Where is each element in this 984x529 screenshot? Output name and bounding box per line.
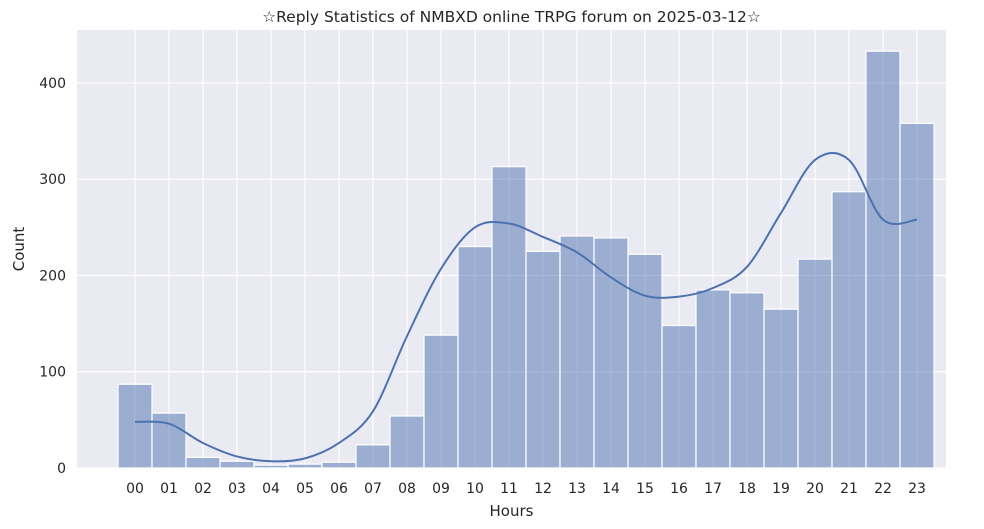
bar-hour-21 bbox=[831, 191, 867, 469]
bar-hour-13 bbox=[559, 235, 595, 469]
x-tick-label: 05 bbox=[296, 481, 314, 497]
x-tick-label: 03 bbox=[228, 481, 246, 497]
bar-hour-16 bbox=[661, 324, 697, 469]
bar-hour-03 bbox=[219, 460, 255, 469]
x-tick-label: 18 bbox=[738, 481, 756, 497]
bar-hour-17 bbox=[695, 289, 731, 469]
y-tick-labels: 0 100 200 300 400 bbox=[39, 76, 66, 477]
bar-hour-08 bbox=[389, 415, 425, 469]
x-tick-label: 07 bbox=[364, 481, 382, 497]
bar-hour-06 bbox=[321, 461, 357, 469]
x-tick-label: 02 bbox=[194, 481, 212, 497]
bar-hour-23 bbox=[899, 122, 935, 469]
x-tick-label: 13 bbox=[568, 481, 586, 497]
x-tick-label: 14 bbox=[602, 481, 620, 497]
x-tick-label: 08 bbox=[398, 481, 416, 497]
bar-hour-19 bbox=[763, 308, 799, 469]
x-tick-label: 23 bbox=[908, 481, 926, 497]
x-tick-label: 11 bbox=[500, 481, 518, 497]
x-tick-label: 21 bbox=[840, 481, 858, 497]
x-tick-labels: 00 01 02 03 04 05 06 07 08 09 10 11 12 13 14 15 16 17 18 19… bbox=[126, 481, 926, 497]
chart-title: ☆Reply Statistics of NMBXD online TRPG f… bbox=[262, 8, 761, 26]
bar-hour-12 bbox=[525, 250, 561, 469]
bar-hour-20 bbox=[797, 258, 833, 469]
x-tick-label: 10 bbox=[466, 481, 484, 497]
x-tick-label: 01 bbox=[160, 481, 178, 497]
x-tick-label: 12 bbox=[534, 481, 552, 497]
bar-hour-05 bbox=[287, 463, 323, 469]
bar-hour-18 bbox=[729, 292, 765, 469]
bar-hour-00 bbox=[117, 383, 153, 469]
bar-hour-07 bbox=[355, 444, 391, 469]
x-tick-label: 22 bbox=[874, 481, 892, 497]
bar-hour-11 bbox=[491, 166, 527, 469]
bar-hour-10 bbox=[457, 245, 493, 469]
y-tick-label: 400 bbox=[39, 76, 66, 92]
x-tick-label: 00 bbox=[126, 481, 144, 497]
x-tick-label: 17 bbox=[704, 481, 722, 497]
kde-curve bbox=[134, 151, 918, 463]
x-tick-label: 19 bbox=[772, 481, 790, 497]
y-tick-label: 300 bbox=[39, 172, 66, 188]
x-tick-label: 04 bbox=[262, 481, 280, 497]
bar-hour-04 bbox=[253, 464, 289, 469]
bar-hour-02 bbox=[185, 456, 221, 469]
bar-hour-14 bbox=[593, 237, 629, 469]
bar-hour-15 bbox=[627, 253, 663, 469]
bars bbox=[117, 50, 935, 469]
x-tick-label: 16 bbox=[670, 481, 688, 497]
x-tick-label: 09 bbox=[432, 481, 450, 497]
bar-hour-22 bbox=[865, 50, 901, 469]
x-tick-label: 15 bbox=[636, 481, 654, 497]
y-axis-label: Count bbox=[10, 227, 28, 272]
x-axis-label: Hours bbox=[490, 502, 534, 520]
y-tick-label: 100 bbox=[39, 365, 66, 381]
y-tick-label: 0 bbox=[57, 461, 66, 477]
y-tick-label: 200 bbox=[39, 268, 66, 284]
x-tick-label: 06 bbox=[330, 481, 348, 497]
x-tick-label: 20 bbox=[806, 481, 824, 497]
bar-hour-09 bbox=[423, 334, 459, 469]
